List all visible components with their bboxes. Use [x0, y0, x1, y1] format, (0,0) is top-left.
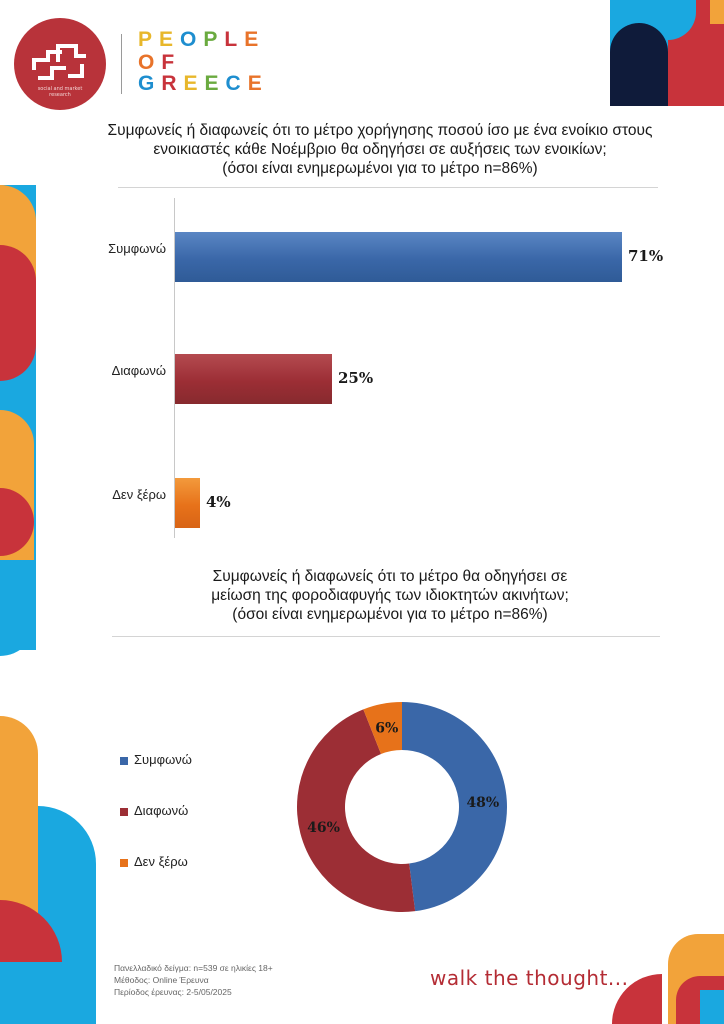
- legend-swatch: [120, 858, 128, 867]
- brand-line-of: OF: [138, 52, 181, 74]
- logo-mark-icon: [32, 44, 86, 80]
- brand-letter: G: [138, 72, 162, 95]
- brand-letter: E: [247, 72, 269, 95]
- brand-letter: P: [138, 28, 160, 51]
- logo-divider: [121, 34, 122, 94]
- donut-value-label: 6%: [375, 720, 398, 736]
- footnote-method: Μέθοδος: Online Έρευνα: [114, 975, 209, 985]
- bottom-right-decoration: [612, 934, 724, 1024]
- donut-value-label: 46%: [307, 820, 340, 836]
- chart1-title: Συμφωνείς ή διαφωνείς ότι το μέτρο χορήγ…: [60, 121, 700, 178]
- brand-letter: R: [161, 72, 184, 95]
- brand-letter: L: [224, 28, 245, 51]
- chart2-title-line1: Συμφωνείς ή διαφωνείς ότι το μέτρο θα οδ…: [212, 568, 568, 585]
- legend-item: Δεν ξέρω: [120, 854, 188, 869]
- bar-2: [175, 354, 332, 404]
- left-decoration-bottom: [0, 716, 96, 1024]
- survey-footnote: Πανελλαδικό δείγμα: n=539 σε ηλικίες 18+…: [114, 962, 273, 998]
- legend-swatch: [120, 756, 128, 765]
- chart2-title-line2: μείωση της φοροδιαφυγής των ιδιοκτητών α…: [211, 587, 569, 604]
- donut-chart: 48% 46% 6%: [297, 702, 507, 912]
- bar-3: [175, 478, 200, 528]
- brand-line-people: PEOPLE: [138, 29, 265, 51]
- brand-letter: E: [159, 28, 181, 51]
- brand-letter: E: [183, 72, 205, 95]
- brand-letter: C: [225, 72, 248, 95]
- footnote-sample: Πανελλαδικό δείγμα: n=539 σε ηλικίες 18+: [114, 963, 273, 973]
- donut-slice-1: [402, 702, 507, 912]
- tagline: walk the thought...: [430, 966, 629, 990]
- bar-value-label: 71%: [628, 247, 664, 265]
- chart2-separator: [112, 636, 660, 637]
- bar-chart-axis: [174, 198, 175, 538]
- donut-value-label: 48%: [466, 795, 499, 811]
- bar-value-label: 25%: [338, 369, 374, 387]
- brand-letter: E: [204, 72, 226, 95]
- bar-category-label: Δεν ξέρω: [112, 487, 166, 502]
- chart1-title-line1: Συμφωνείς ή διαφωνείς ότι το μέτρο χορήγ…: [107, 122, 653, 139]
- bar-value-label: 4%: [206, 493, 231, 511]
- brand-letter: O: [138, 51, 162, 74]
- brand-letter: O: [180, 28, 204, 51]
- bar-chart: Συμφωνώ 71% Διαφωνώ 25% Δεν ξέρω 4%: [0, 190, 724, 550]
- bar-category-label: Διαφωνώ: [111, 363, 166, 378]
- footnote-period: Περίοδος έρευνας: 2-5/05/2025: [114, 987, 232, 997]
- chart2-title-line3: (όσοι είναι ενημερωμένοι για το μέτρο n=…: [232, 606, 548, 623]
- brand-line-greece: GREECE: [138, 73, 269, 95]
- logo-subtitle: social and market research: [37, 86, 83, 98]
- donut-slice-3: [363, 702, 402, 755]
- legend-item: Διαφωνώ: [120, 803, 188, 818]
- legend-label: Δεν ξέρω: [134, 854, 188, 869]
- legend-label: Συμφωνώ: [134, 752, 192, 767]
- bar-1: [175, 232, 622, 282]
- chart1-title-line2: ενοικιαστές κάθε Νοέμβριο θα οδηγήσει σε…: [153, 141, 607, 158]
- left-decoration-top: [0, 185, 36, 656]
- legend-item: Συμφωνώ: [120, 752, 192, 767]
- chart2-title: Συμφωνείς ή διαφωνείς ότι το μέτρο θα οδ…: [140, 567, 640, 624]
- brand-letter: E: [244, 28, 266, 51]
- bar-category-label: Συμφωνώ: [108, 241, 166, 256]
- brand-letter: P: [203, 28, 225, 51]
- chart1-title-line3: (όσοι είναι ενημερωμένοι για το μέτρο n=…: [222, 160, 538, 177]
- brand-letter: F: [161, 51, 182, 74]
- top-right-decoration: [610, 0, 724, 106]
- company-logo: [14, 18, 106, 110]
- chart1-separator: [118, 187, 658, 188]
- legend-label: Διαφωνώ: [134, 803, 189, 818]
- legend-swatch: [120, 807, 128, 816]
- donut-slice-2: [297, 709, 416, 912]
